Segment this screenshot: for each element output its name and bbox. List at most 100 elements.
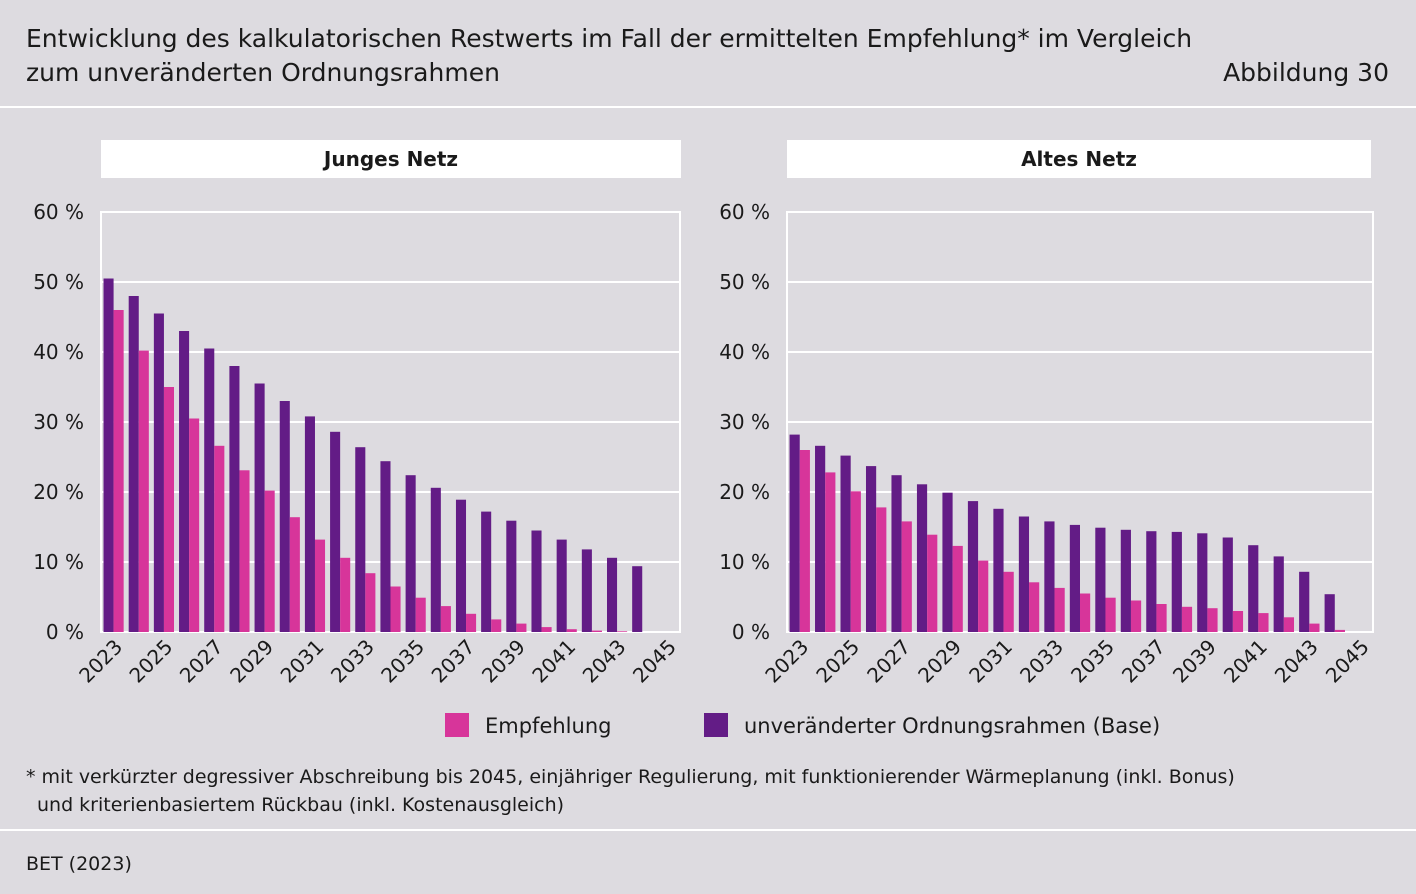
bar-empfehlung-altes-netz [1232,611,1244,632]
source-note: BET (2023) [26,853,132,875]
bar-base-altes-netz [1146,531,1157,632]
bar-empfehlung-junges-netz [390,586,401,632]
x-tick-label-altes-netz: 2029 [913,635,966,688]
y-tick-label-junges-netz: 60 % [33,200,84,224]
x-tick-label-junges-netz: 2039 [477,635,530,688]
bar-base-altes-netz [1095,527,1106,632]
bar-empfehlung-altes-netz [1003,571,1014,632]
y-tick-label-altes-netz: 50 % [719,270,770,294]
bar-base-altes-netz [1324,594,1335,632]
x-tick-label-altes-netz: 2043 [1270,635,1323,688]
x-tick-label-junges-netz: 2035 [376,635,429,688]
footnote-line-1: * mit verkürzter degressiver Abschreibun… [26,766,1235,788]
bar-empfehlung-altes-netz [1283,617,1295,632]
legend-label-base: unveränderter Ordnungsrahmen (Base) [744,714,1161,738]
x-tick-label-altes-netz: 2025 [811,635,864,688]
bar-base-altes-netz [1222,537,1233,632]
x-tick-label-altes-netz: 2045 [1321,635,1374,688]
bar-empfehlung-altes-netz [876,507,887,632]
bar-empfehlung-altes-netz [799,450,810,632]
bar-base-altes-netz [1018,516,1030,632]
bar-empfehlung-altes-netz [1181,606,1193,632]
bar-base-junges-netz [103,278,114,632]
bar-empfehlung-junges-netz [189,418,200,632]
bar-base-junges-netz [330,431,341,632]
bar-base-junges-netz [153,313,164,632]
bar-empfehlung-altes-netz [1029,582,1040,632]
bar-empfehlung-altes-netz [1105,597,1116,632]
footnote-line-2: und kriterienbasiertem Rückbau (inkl. Ko… [37,794,565,816]
y-tick-label-altes-netz: 60 % [719,200,770,224]
x-tick-label-junges-netz: 2037 [427,635,480,688]
y-tick-label-altes-netz: 30 % [719,410,770,434]
bar-base-junges-netz [128,296,139,632]
bar-base-junges-netz [405,475,416,632]
bar-base-altes-netz [1044,521,1055,632]
bar-empfehlung-junges-netz [340,557,351,632]
y-tick-label-altes-netz: 10 % [719,550,770,574]
bar-empfehlung-altes-netz [1130,600,1142,632]
bar-empfehlung-junges-netz [617,631,628,632]
bar-empfehlung-junges-netz [163,387,175,632]
bar-base-altes-netz [865,466,877,632]
bar-empfehlung-junges-netz [491,619,502,632]
y-tick-label-junges-netz: 30 % [33,410,84,434]
y-tick-label-junges-netz: 40 % [33,340,84,364]
bar-base-junges-netz [481,511,492,632]
bar-empfehlung-altes-netz [952,545,963,632]
bar-base-altes-netz [916,484,928,632]
x-tick-label-altes-netz: 2037 [1117,635,1170,688]
y-tick-label-junges-netz: 10 % [33,550,84,574]
panel-title-altes-netz: Altes Netz [1021,147,1137,171]
figure-label: Abbildung 30 [1223,58,1389,87]
bar-empfehlung-altes-netz [1207,608,1218,632]
bar-empfehlung-junges-netz [591,630,602,632]
bar-empfehlung-junges-netz [314,539,326,632]
x-tick-label-junges-netz: 2031 [276,635,329,688]
bar-base-junges-netz [581,549,592,632]
panel-title-junges-netz: Junges Netz [322,147,458,171]
bar-empfehlung-altes-netz [901,521,912,632]
y-tick-label-junges-netz: 50 % [33,270,84,294]
bar-empfehlung-altes-netz [1258,613,1269,632]
bar-base-junges-netz [380,461,391,632]
bar-empfehlung-junges-netz [264,490,275,632]
title-line-1: Entwicklung des kalkulatorischen Restwer… [26,24,1193,53]
bar-empfehlung-junges-netz [466,613,477,632]
bar-empfehlung-junges-netz [289,517,300,632]
bar-empfehlung-altes-netz [1156,604,1167,632]
bar-empfehlung-junges-netz [415,597,426,632]
bar-empfehlung-junges-netz [365,573,376,632]
bar-base-altes-netz [1069,524,1080,632]
bar-base-altes-netz [1273,556,1284,632]
bar-empfehlung-junges-netz [113,310,124,632]
bar-empfehlung-junges-netz [440,606,451,632]
bar-empfehlung-altes-netz [1334,629,1345,632]
x-tick-label-junges-netz: 2033 [326,635,379,688]
bar-empfehlung-altes-netz [978,560,989,632]
bar-base-altes-netz [967,501,979,632]
bar-base-altes-netz [789,434,800,632]
x-tick-label-altes-netz: 2041 [1219,635,1272,688]
legend-swatch-base [704,713,728,737]
bar-empfehlung-junges-netz [516,623,527,632]
bar-base-junges-netz [229,366,240,632]
x-tick-label-junges-netz: 2025 [125,635,178,688]
bar-base-junges-netz [506,520,517,632]
bar-base-junges-netz [254,383,265,632]
y-tick-label-junges-netz: 20 % [33,480,84,504]
bar-base-altes-netz [1171,531,1182,632]
footer-divider [0,829,1416,831]
bar-empfehlung-altes-netz [825,472,836,632]
legend-item-base: unveränderter Ordnungsrahmen (Base) [704,712,1160,740]
bar-empfehlung-altes-netz [850,491,861,632]
bar-empfehlung-altes-netz [1054,587,1065,632]
bar-base-altes-netz [942,492,953,632]
panel-header-junges-netz [101,140,681,178]
bar-base-altes-netz [1248,545,1259,632]
bar-base-junges-netz [355,447,366,632]
bar-base-altes-netz [1197,533,1208,632]
legend-swatch-empfehlung [445,713,469,737]
bar-base-junges-netz [632,566,643,632]
